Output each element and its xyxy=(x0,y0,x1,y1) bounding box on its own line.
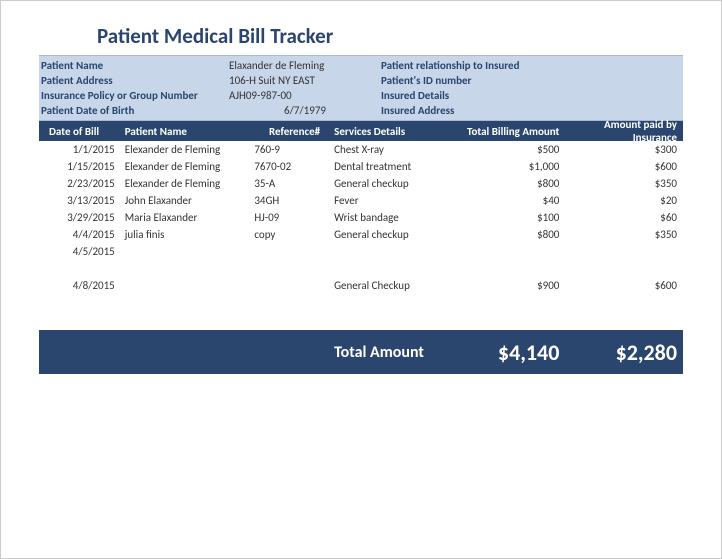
cell-name: julia finis xyxy=(119,226,249,243)
cell-ref: 760-9 xyxy=(248,141,328,158)
totals-label: Total Amount xyxy=(328,343,448,362)
col-header-svc: Services Details xyxy=(328,125,448,138)
table-row: 2/23/2015Elexander de Fleming35-AGeneral… xyxy=(39,175,683,192)
cell-paid: $300 xyxy=(565,141,683,158)
cell-ref: 7670-02 xyxy=(248,158,328,175)
cell-ref xyxy=(248,243,328,260)
cell-date: 3/29/2015 xyxy=(39,209,119,226)
cell-bill: $100 xyxy=(448,209,566,226)
table-row: 3/29/2015Maria ElaxanderHJ-09Wrist banda… xyxy=(39,209,683,226)
cell-ref: 34GH xyxy=(248,192,328,209)
cell-bill: $800 xyxy=(448,175,566,192)
patient-address-label: Patient Address xyxy=(39,73,229,88)
cell-date: 1/15/2015 xyxy=(39,158,119,175)
patient-info-row: Patient Name Elaxander de Fleming Patien… xyxy=(39,58,683,73)
table-row: 4/4/2015julia finiscopyGeneral checkup$8… xyxy=(39,226,683,243)
col-header-bill: Total Billing Amount xyxy=(448,125,566,138)
col-header-ref: Reference# xyxy=(248,125,328,138)
cell-svc: Wrist bandage xyxy=(328,209,448,226)
cell-bill: $800 xyxy=(448,226,566,243)
col-header-name: Patient Name xyxy=(119,125,249,138)
page-title: Patient Medical Bill Tracker xyxy=(97,23,683,49)
totals-billing: $4,140 xyxy=(448,339,566,366)
cell-svc: General checkup xyxy=(328,175,448,192)
policy-number-value: AJH09-987-00 xyxy=(229,88,381,103)
cell-paid: $20 xyxy=(565,192,683,209)
cell-paid: $350 xyxy=(565,175,683,192)
cell-svc: General Checkup xyxy=(328,277,448,294)
cell-bill xyxy=(448,243,566,260)
cell-bill: $500 xyxy=(448,141,566,158)
table-row: 1/15/2015Elexander de Fleming7670-02Dent… xyxy=(39,158,683,175)
content-area: Patient Medical Bill Tracker Patient Nam… xyxy=(1,1,721,394)
spacer-row xyxy=(39,260,683,277)
table-row: 4/5/2015 xyxy=(39,243,683,260)
cell-date: 1/1/2015 xyxy=(39,141,119,158)
cell-svc: Fever xyxy=(328,192,448,209)
patient-name-label: Patient Name xyxy=(39,58,229,73)
cell-date: 4/5/2015 xyxy=(39,243,119,260)
cell-paid: $600 xyxy=(565,277,683,294)
relationship-label: Patient relationship to Insured xyxy=(381,58,683,73)
cell-ref: copy xyxy=(248,226,328,243)
table-row: 3/13/2015John Elaxander34GHFever$40$20 xyxy=(39,192,683,209)
patient-address-value: 106-H Suit NY EAST xyxy=(229,73,381,88)
cell-svc: General checkup xyxy=(328,226,448,243)
patient-info-row: Patient Address 106-H Suit NY EAST Patie… xyxy=(39,73,683,88)
cell-name: Elexander de Fleming xyxy=(119,175,249,192)
cell-name: Elexander de Fleming xyxy=(119,158,249,175)
cell-name: Elexander de Fleming xyxy=(119,141,249,158)
policy-number-label: Insurance Policy or Group Number xyxy=(39,88,229,103)
cell-ref xyxy=(248,277,328,294)
table-header-row: Date of Bill Patient Name Reference# Ser… xyxy=(39,121,683,141)
table-body: 1/1/2015Elexander de Fleming760-9Chest X… xyxy=(39,141,683,324)
patient-info-row: Insurance Policy or Group Number AJH09-9… xyxy=(39,88,683,103)
cell-name xyxy=(119,277,249,294)
cell-date: 4/8/2015 xyxy=(39,277,119,294)
patient-name-value: Elaxander de Fleming xyxy=(229,58,381,73)
cell-name xyxy=(119,243,249,260)
col-header-date: Date of Bill xyxy=(39,125,119,138)
cell-bill: $40 xyxy=(448,192,566,209)
cell-date: 2/23/2015 xyxy=(39,175,119,192)
cell-name: John Elaxander xyxy=(119,192,249,209)
cell-paid xyxy=(565,243,683,260)
cell-paid: $600 xyxy=(565,158,683,175)
cell-ref: 35-A xyxy=(248,175,328,192)
totals-row: Total Amount $4,140 $2,280 xyxy=(39,330,683,374)
cell-paid: $60 xyxy=(565,209,683,226)
patient-info-panel: Patient Name Elaxander de Fleming Patien… xyxy=(39,55,683,121)
patient-info-row: Patient Date of Birth 6/7/1979 Insured A… xyxy=(39,103,683,118)
table-row: 4/8/2015 General Checkup$900$600 xyxy=(39,277,683,294)
insured-address-label: Insured Address xyxy=(381,103,683,118)
cell-paid: $350 xyxy=(565,226,683,243)
totals-paid: $2,280 xyxy=(565,339,683,366)
dob-value: 6/7/1979 xyxy=(229,103,381,118)
spacer-row xyxy=(39,294,683,324)
page: Patient Medical Bill Tracker Patient Nam… xyxy=(0,0,722,559)
cell-bill: $1,000 xyxy=(448,158,566,175)
cell-svc: Chest X-ray xyxy=(328,141,448,158)
cell-ref: HJ-09 xyxy=(248,209,328,226)
cell-bill: $900 xyxy=(448,277,566,294)
dob-label: Patient Date of Birth xyxy=(39,103,229,118)
cell-svc: Dental treatment xyxy=(328,158,448,175)
cell-date: 3/13/2015 xyxy=(39,192,119,209)
table-row: 1/1/2015Elexander de Fleming760-9Chest X… xyxy=(39,141,683,158)
cell-name: Maria Elaxander xyxy=(119,209,249,226)
insured-details-label: Insured Details xyxy=(381,88,683,103)
cell-date: 4/4/2015 xyxy=(39,226,119,243)
patient-id-label: Patient's ID number xyxy=(381,73,683,88)
cell-svc xyxy=(328,243,448,260)
